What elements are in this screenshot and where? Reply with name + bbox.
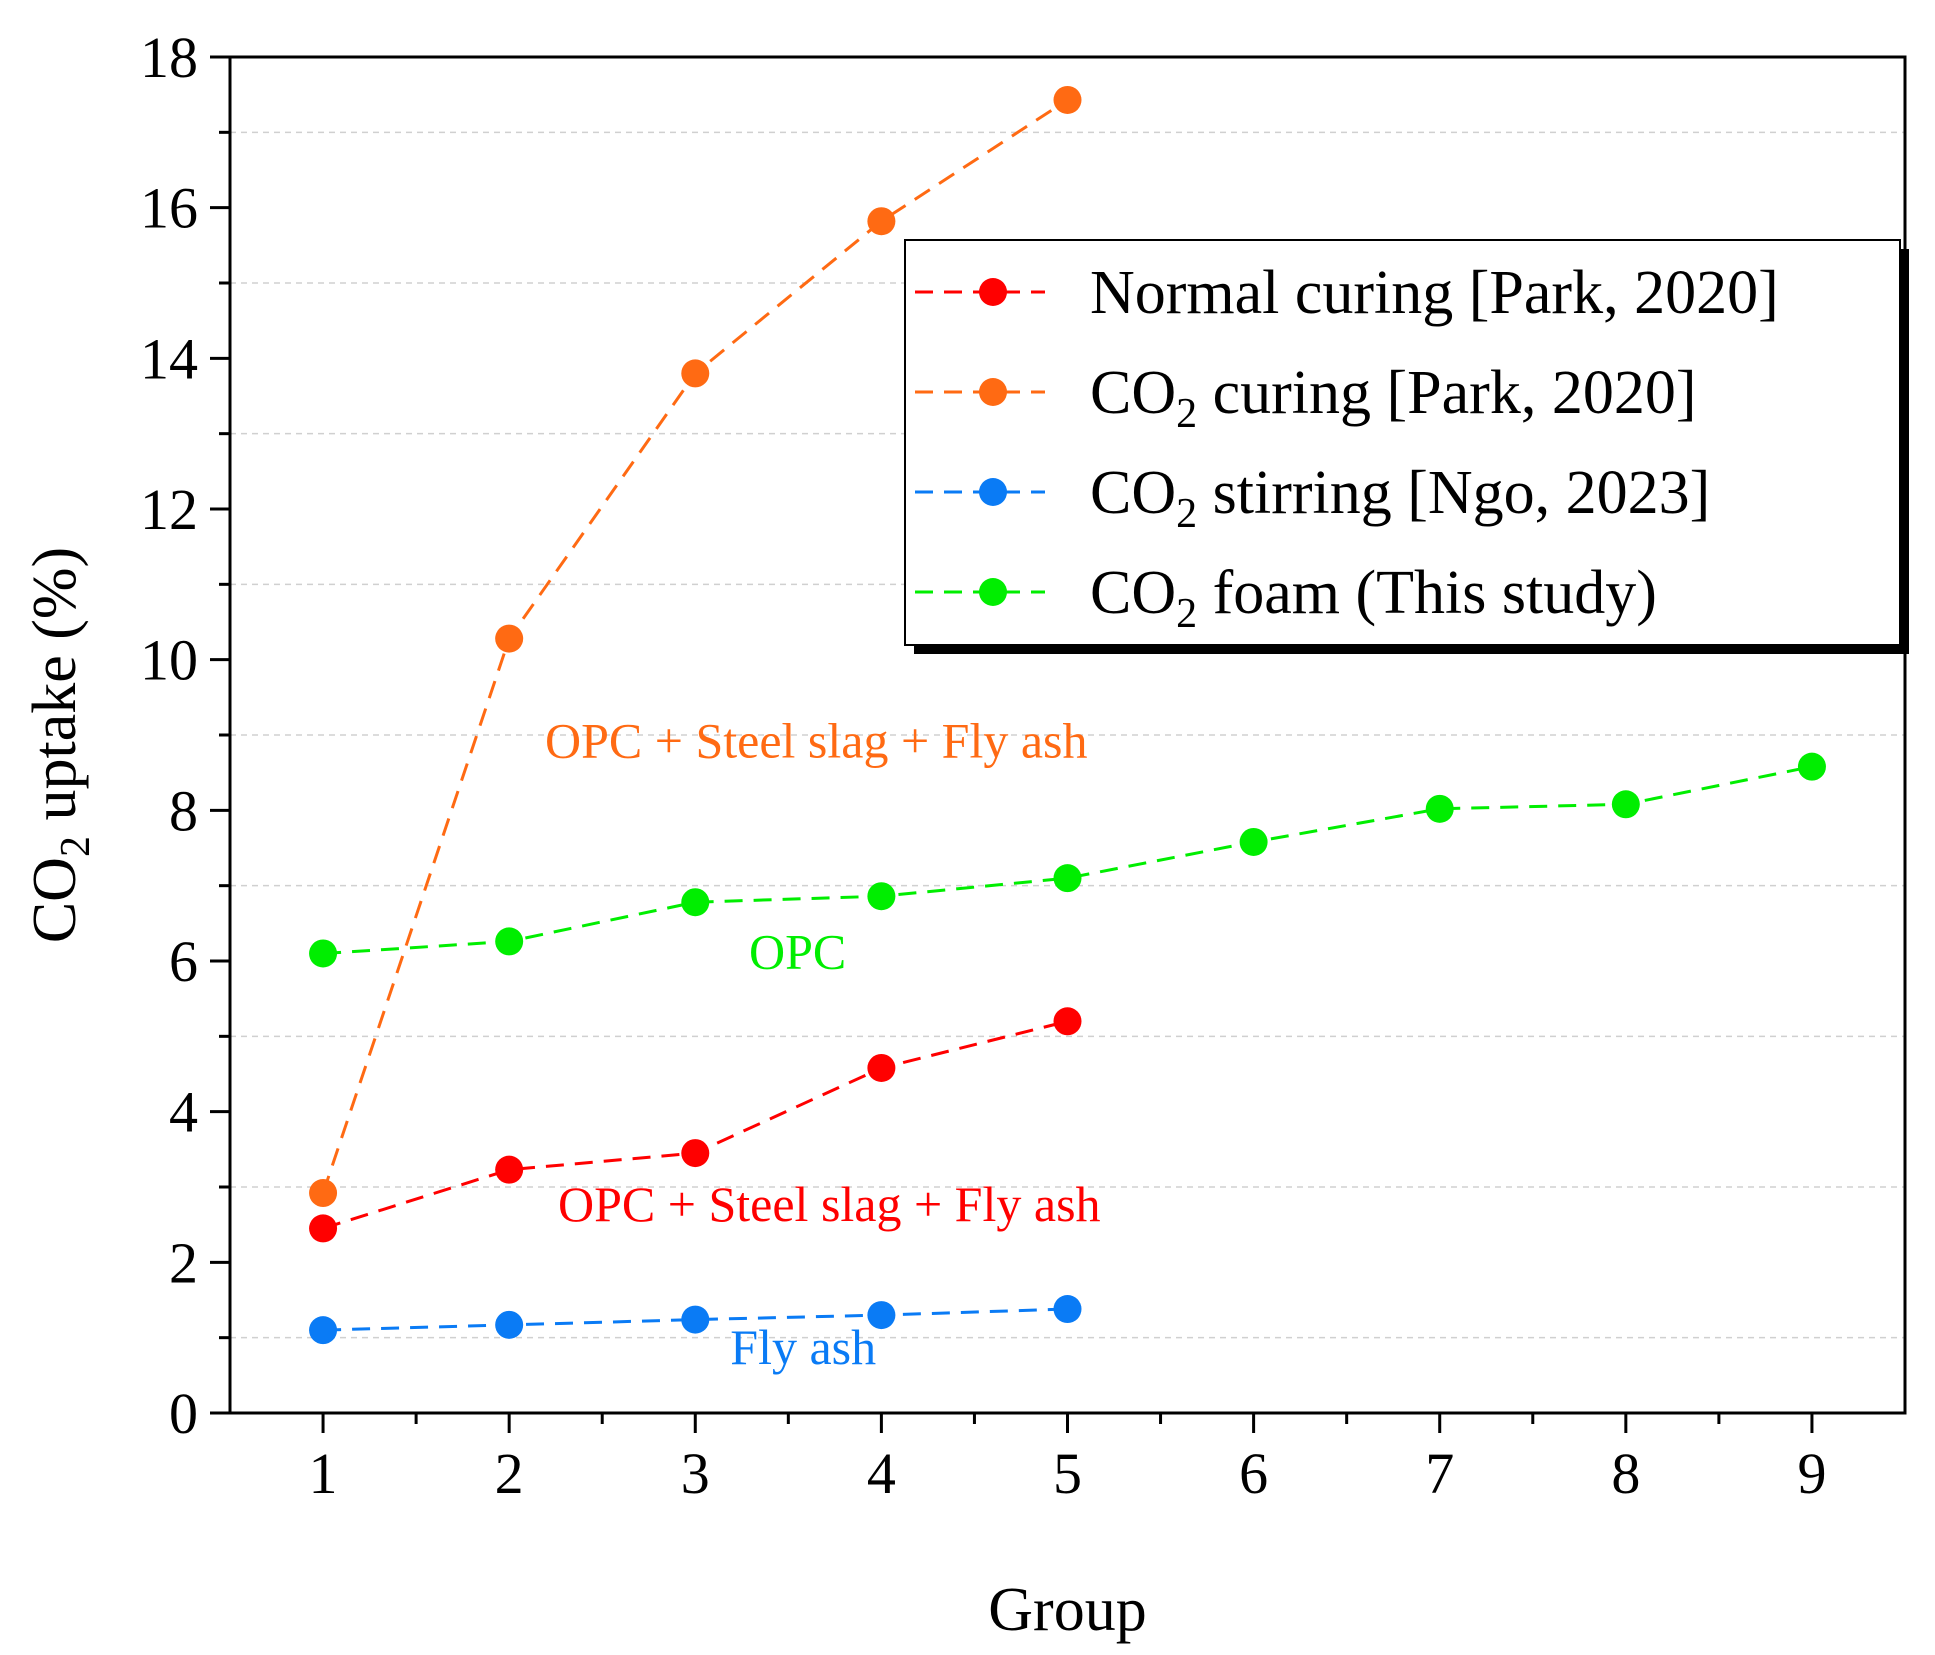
- data-point-co2-foam: [1797, 752, 1826, 781]
- data-point-normal-curing: [681, 1139, 710, 1168]
- x-tick-label: 6: [1239, 1441, 1268, 1506]
- legend-label-main: CO: [1090, 359, 1176, 427]
- data-point-co2-stirring: [309, 1316, 338, 1345]
- y-tick-label: 12: [140, 477, 198, 542]
- data-point-co2-foam: [1425, 794, 1454, 823]
- annotation-red: OPC + Steel slag + Fly ash: [558, 1176, 1101, 1232]
- data-point-co2-stirring: [1053, 1295, 1082, 1324]
- x-tick-label: 7: [1425, 1441, 1454, 1506]
- x-tick-label: 3: [681, 1441, 710, 1506]
- data-point-normal-curing: [867, 1053, 896, 1082]
- legend-marker-co2-foam: [979, 578, 1007, 606]
- y-tick-label: 0: [169, 1381, 198, 1446]
- x-axis-label: Group: [988, 1576, 1146, 1644]
- y-axis-label-subscript: 2: [53, 836, 99, 857]
- annotation-blue: Fly ash: [730, 1319, 876, 1375]
- data-point-co2-curing: [495, 624, 524, 653]
- y-axis-label-main: CO: [21, 857, 89, 943]
- legend: Normal curing [Park, 2020]CO2 curing [Pa…: [904, 239, 1909, 654]
- data-point-co2-stirring: [495, 1310, 524, 1339]
- legend-marker-normal-curing: [979, 278, 1007, 306]
- y-axis-label: CO2 uptake (%): [21, 547, 99, 943]
- data-point-co2-foam: [495, 927, 524, 956]
- y-axis-ticks: 0 2 4 6 8 10 12 14 16 18: [140, 25, 230, 1446]
- x-tick-label: 9: [1797, 1441, 1826, 1506]
- legend-label-subscript: 2: [1176, 591, 1197, 637]
- legend-label-tail: foam (This study): [1197, 559, 1657, 627]
- y-tick-label: 16: [140, 176, 198, 241]
- legend-label-main: CO: [1090, 459, 1176, 527]
- data-point-normal-curing: [309, 1214, 338, 1243]
- y-tick-label: 8: [169, 778, 198, 843]
- x-tick-label: 8: [1611, 1441, 1640, 1506]
- legend-label-co2-foam: CO2 foam (This study): [1090, 559, 1657, 637]
- data-point-co2-foam: [1611, 790, 1640, 819]
- legend-marker-co2-stirring: [979, 478, 1007, 506]
- data-point-co2-curing: [681, 359, 710, 388]
- data-point-co2-foam: [309, 939, 338, 968]
- y-tick-label: 14: [140, 326, 198, 391]
- legend-label-subscript: 2: [1176, 391, 1197, 437]
- legend-marker-co2-curing: [979, 378, 1007, 406]
- data-point-normal-curing: [1053, 1007, 1082, 1036]
- y-tick-label: 10: [140, 628, 198, 693]
- data-point-co2-curing: [309, 1179, 338, 1208]
- y-axis-label-tail: uptake (%): [21, 547, 89, 836]
- data-point-co2-stirring: [867, 1301, 896, 1330]
- annotation-layer: OPC + Steel slag + Fly ash OPC OPC + Steel…: [545, 713, 1101, 1375]
- legend-box: [904, 239, 1901, 646]
- legend-label-co2-stirring: CO2 stirring [Ngo, 2023]: [1090, 459, 1710, 537]
- data-point-co2-curing: [867, 207, 896, 236]
- annotation-green: OPC: [749, 924, 846, 980]
- data-point-co2-curing: [1053, 85, 1082, 114]
- y-tick-label: 4: [169, 1080, 198, 1145]
- x-tick-label: 5: [1053, 1441, 1082, 1506]
- x-tick-label: 4: [867, 1441, 896, 1506]
- annotation-orange: OPC + Steel slag + Fly ash: [545, 713, 1088, 769]
- data-point-normal-curing: [495, 1155, 524, 1184]
- y-tick-label: 18: [140, 25, 198, 90]
- data-point-co2-stirring: [681, 1305, 710, 1334]
- x-axis-ticks: 1 2 3 4 5 6 7 8 9: [309, 1413, 1826, 1506]
- legend-label-co2-curing: CO2 curing [Park, 2020]: [1090, 359, 1696, 437]
- data-point-co2-foam: [1053, 864, 1082, 893]
- data-point-co2-foam: [1239, 827, 1268, 856]
- series-line-co2-foam: [323, 765, 1813, 955]
- series-line-co2-stirring: [323, 1307, 1068, 1332]
- x-tick-label: 1: [309, 1441, 338, 1506]
- legend-label-tail: stirring [Ngo, 2023]: [1197, 459, 1710, 527]
- legend-label-tail: curing [Park, 2020]: [1197, 359, 1696, 427]
- y-tick-label: 2: [169, 1230, 198, 1295]
- series-layer: [309, 85, 1826, 1345]
- legend-label-main: CO: [1090, 559, 1176, 627]
- data-point-co2-foam: [681, 888, 710, 917]
- legend-label-main: Normal curing [Park, 2020]: [1090, 259, 1779, 327]
- y-tick-label: 6: [169, 929, 198, 994]
- data-point-co2-foam: [867, 882, 896, 911]
- legend-label-subscript: 2: [1176, 491, 1197, 537]
- legend-label-normal-curing: Normal curing [Park, 2020]: [1090, 259, 1779, 327]
- x-tick-label: 2: [495, 1441, 524, 1506]
